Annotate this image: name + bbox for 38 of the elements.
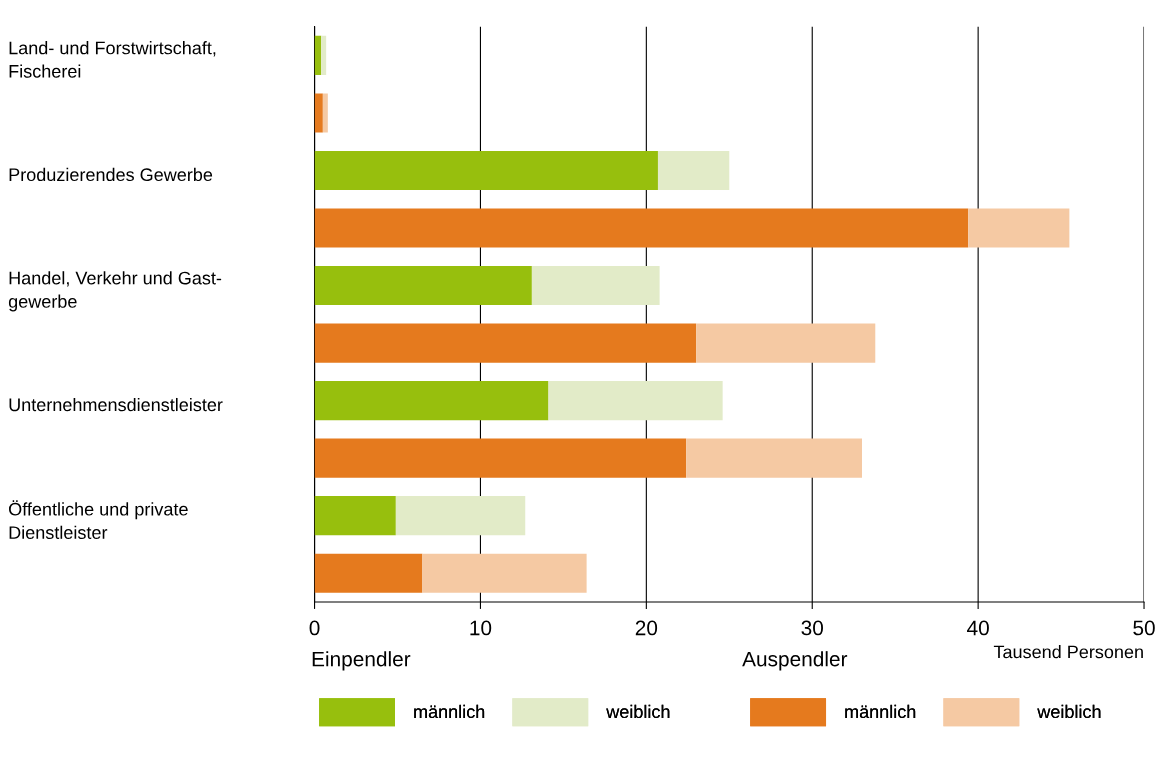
bar xyxy=(422,553,587,593)
legend-label: männlich xyxy=(845,704,916,719)
legend-label: männlich xyxy=(414,704,485,719)
bar xyxy=(696,323,876,363)
bar xyxy=(314,208,969,248)
bar xyxy=(314,150,658,191)
legend-label: weiblich xyxy=(1037,704,1101,719)
y-tick-label: Produzierendes Gewerbe xyxy=(9,167,213,182)
y-tick-label: Land- und Forstwirtschaft, Fischerei xyxy=(9,41,216,78)
y-tick-label: Unternehmensdienstleister xyxy=(9,397,223,412)
bar xyxy=(548,381,723,421)
bar xyxy=(395,496,526,536)
bar xyxy=(657,150,730,191)
bar xyxy=(314,438,687,478)
y-tick-label: Öffentliche und private Dienstleister xyxy=(9,500,188,539)
bar xyxy=(314,496,396,536)
bar xyxy=(686,438,863,478)
x-tick-label: 10 xyxy=(470,620,492,636)
x-tick-label: 30 xyxy=(801,620,824,636)
x-tick-label: 0 xyxy=(309,620,320,636)
x-tick-label: 50 xyxy=(1133,620,1155,636)
y-tick-label: Handel, Verkehr und Gast- gewerbe xyxy=(8,271,222,312)
text: Einpendler xyxy=(312,651,411,671)
bar xyxy=(968,208,1070,248)
x-tick-label: 40 xyxy=(967,620,989,636)
bar xyxy=(314,381,549,421)
bar xyxy=(314,553,423,593)
bar xyxy=(321,35,327,75)
bar xyxy=(314,323,697,363)
bar xyxy=(314,266,532,306)
text: Auspendler xyxy=(742,651,848,671)
legend-label: weiblich xyxy=(606,704,670,719)
x-tick-label: 20 xyxy=(635,620,658,636)
bar xyxy=(322,93,328,133)
bar xyxy=(314,35,322,75)
x-axis-title: Tausend Personen xyxy=(993,645,1143,659)
bar xyxy=(531,266,660,306)
bar xyxy=(314,93,323,133)
